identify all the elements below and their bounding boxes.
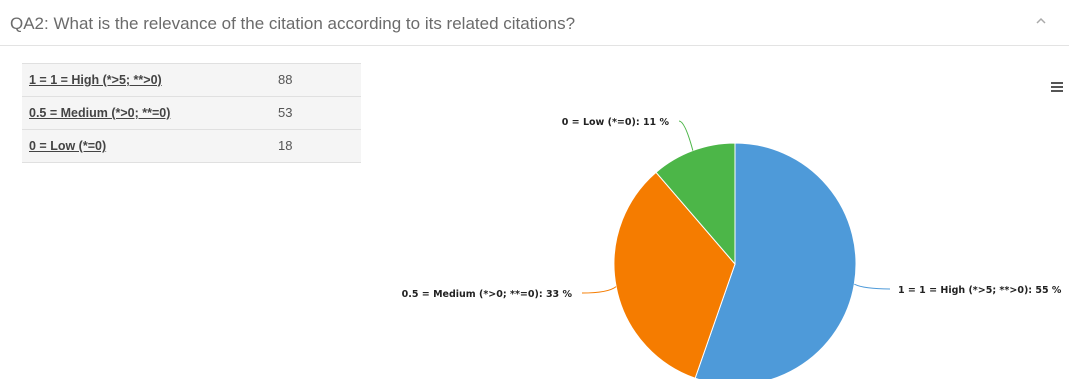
row-label-low[interactable]: 0 = Low (*=0)	[29, 139, 107, 153]
table-row: 0.5 = Medium (*>0; **=0) 53	[22, 97, 361, 130]
row-count-high: 88	[278, 72, 293, 87]
table-row: 1 = 1 = High (*>5; **>0) 88	[22, 64, 361, 97]
row-count-medium: 53	[278, 105, 293, 120]
row-count-low: 18	[278, 138, 293, 153]
data-label-medium: 0.5 = Medium (*>0; **=0): 33 %	[402, 289, 573, 300]
pie-slice-medium[interactable]	[613, 171, 736, 379]
data-label-low: 0 = Low (*=0): 11 %	[562, 117, 670, 128]
hamburger-menu-icon[interactable]	[1050, 80, 1064, 94]
row-label-medium[interactable]: 0.5 = Medium (*>0; **=0)	[29, 106, 171, 120]
connector-line-low	[678, 120, 694, 151]
connector-line-medium	[581, 286, 617, 294]
results-table: 1 = 1 = High (*>5; **>0) 88 0.5 = Medium…	[22, 63, 361, 163]
row-label-high[interactable]: 1 = 1 = High (*>5; **>0)	[29, 73, 162, 87]
data-label-high: 1 = 1 = High (*>5; **>0): 55 %	[898, 285, 1062, 296]
table-row: 0 = Low (*=0) 18	[22, 130, 361, 163]
chevron-up-icon[interactable]	[1031, 10, 1051, 30]
question-header: QA2: What is the relevance of the citati…	[0, 0, 1069, 46]
connector-line-high	[854, 283, 891, 290]
pie-slice-low[interactable]	[655, 142, 736, 266]
question-title: QA2: What is the relevance of the citati…	[10, 14, 576, 33]
